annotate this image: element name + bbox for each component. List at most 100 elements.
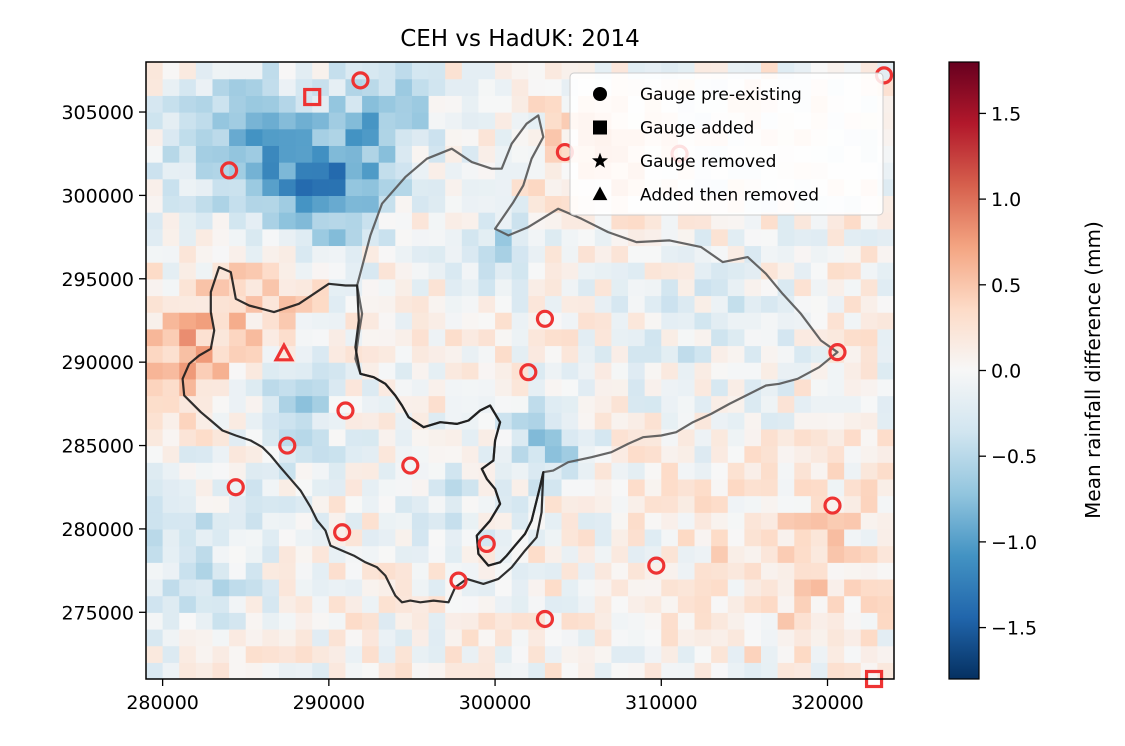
heatmap-cell (578, 328, 596, 347)
heatmap-cell (744, 445, 762, 463)
heatmap-cell (378, 662, 396, 679)
heatmap-cell (544, 628, 563, 647)
heatmap-cell (677, 245, 696, 263)
heatmap-cell (378, 478, 396, 497)
heatmap-cell (860, 595, 878, 613)
heatmap-cell (478, 62, 496, 80)
heatmap-cell (328, 95, 347, 113)
heatmap-cell (328, 245, 347, 263)
heatmap-cell (162, 495, 180, 513)
heatmap-cell (411, 378, 430, 397)
heatmap-cell (146, 78, 164, 96)
heatmap-cell (162, 395, 180, 413)
heatmap-cell (395, 78, 413, 96)
heatmap-cell (544, 495, 563, 513)
heatmap-cell (229, 112, 247, 130)
heatmap-cell (694, 612, 712, 630)
heatmap-cell (378, 545, 396, 563)
heatmap-cell (511, 395, 529, 413)
heatmap-cell (544, 412, 563, 430)
heatmap-cell (528, 245, 546, 263)
heatmap-cell (544, 595, 563, 613)
heatmap-cell (212, 312, 230, 330)
heatmap-cell (146, 395, 164, 413)
heatmap-cell (727, 295, 745, 313)
heatmap-cell (295, 362, 313, 380)
heatmap-cell (395, 145, 413, 163)
heatmap-cell (594, 428, 613, 447)
plot-frame (145, 61, 895, 680)
heatmap-cell (611, 478, 629, 497)
heatmap-cell (461, 262, 480, 280)
heatmap-cell (528, 662, 546, 679)
heatmap-cell (411, 445, 430, 463)
heatmap-cell (877, 362, 894, 380)
heatmap-cell (262, 78, 280, 96)
heatmap-cell (478, 278, 496, 297)
heatmap-cell (827, 412, 845, 430)
heatmap-cell (478, 178, 496, 197)
heatmap-cell (345, 245, 363, 263)
heatmap-cell (245, 395, 263, 413)
gauge-marker-pre-existing (519, 363, 538, 382)
heatmap-cell (860, 245, 878, 263)
heatmap-cell (478, 345, 496, 363)
heatmap-cell (428, 428, 446, 447)
heatmap-cell (761, 478, 779, 497)
heatmap-cell (146, 495, 164, 513)
heatmap-cell (295, 545, 313, 563)
heatmap-cell (245, 345, 263, 363)
heatmap-cell (877, 578, 894, 597)
heatmap-cell (860, 295, 878, 313)
heatmap-cell (511, 412, 529, 430)
heatmap-cell (495, 345, 513, 363)
heatmap-cell (328, 212, 347, 230)
heatmap-cell (844, 478, 862, 497)
heatmap-cell (195, 95, 214, 113)
heatmap-cell (262, 545, 280, 563)
heatmap-cell (245, 512, 263, 530)
gauge-marker-pre-existing (828, 343, 847, 362)
heatmap-cell (761, 528, 779, 547)
heatmap-cell (461, 628, 480, 647)
heatmap-cell (727, 445, 745, 463)
heatmap-cell (877, 228, 894, 247)
heatmap-cell (428, 378, 446, 397)
heatmap-cell (578, 595, 596, 613)
heatmap-cell (328, 228, 347, 247)
heatmap-cell (146, 145, 164, 163)
heatmap-cell (378, 395, 396, 413)
heatmap-cell (262, 512, 280, 530)
heatmap-cell (245, 495, 263, 513)
heatmap-cell (362, 395, 380, 413)
heatmap-cell (628, 645, 646, 663)
heatmap-cell (860, 412, 878, 430)
heatmap-cell (478, 95, 496, 113)
heatmap-cell (445, 112, 463, 130)
heatmap-cell (744, 378, 762, 397)
heatmap-cell (212, 478, 230, 497)
heatmap-cell (661, 662, 679, 679)
heatmap-cell (628, 245, 646, 263)
heatmap-cell (644, 328, 662, 347)
heatmap-cell (628, 578, 646, 597)
heatmap-cell (495, 178, 513, 197)
heatmap-cell (794, 578, 812, 597)
heatmap-cell (229, 428, 247, 447)
heatmap-cell (495, 195, 513, 213)
heatmap-cell (212, 512, 230, 530)
heatmap-cell (827, 328, 845, 347)
heatmap-cell (362, 295, 380, 313)
heatmap-cell (611, 595, 629, 613)
heatmap-cell (777, 428, 795, 447)
heatmap-cell (278, 562, 297, 580)
heatmap-cell (229, 328, 247, 347)
heatmap-cell (561, 428, 579, 447)
heatmap-cell (195, 78, 214, 96)
heatmap-cell (395, 545, 413, 563)
heatmap-cell (229, 462, 247, 480)
heatmap-cell (345, 145, 363, 163)
heatmap-cell (677, 578, 696, 597)
gauge-marker-pre-existing (535, 609, 555, 629)
heatmap-cell (611, 262, 629, 280)
